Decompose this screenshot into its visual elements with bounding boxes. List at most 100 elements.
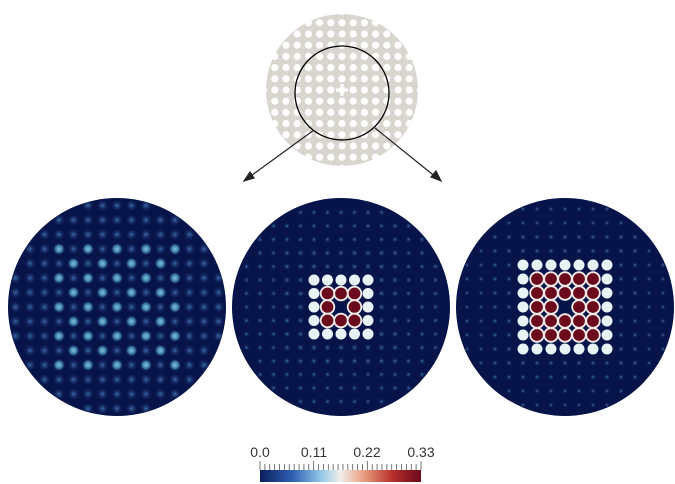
field-spot xyxy=(364,209,372,216)
field-spot xyxy=(418,357,426,365)
field-spot xyxy=(139,199,153,212)
geometry-hole xyxy=(327,142,335,150)
field-spot xyxy=(243,317,250,324)
field-spot xyxy=(464,290,470,296)
field-spot xyxy=(310,398,318,405)
geometry-hole xyxy=(405,86,413,94)
field-spot xyxy=(81,387,95,401)
geometry-hole xyxy=(372,120,380,128)
field-spot xyxy=(81,344,95,357)
field-spot xyxy=(110,402,124,415)
field-spot xyxy=(505,345,513,353)
field-spot xyxy=(283,249,291,257)
field-spot xyxy=(324,371,331,378)
field-spot xyxy=(324,222,331,230)
field-spot xyxy=(308,328,320,340)
geometry-hole xyxy=(304,97,312,105)
field-spot xyxy=(604,388,610,394)
geometry-hole xyxy=(304,75,312,83)
field-spot xyxy=(337,222,345,230)
field-spot xyxy=(547,359,555,367)
field-spot xyxy=(154,315,167,328)
hot-spot xyxy=(543,327,559,343)
field-spot xyxy=(631,289,639,297)
geometry-hole xyxy=(282,75,290,83)
field-spot xyxy=(364,236,372,243)
geometry-hole xyxy=(282,30,290,38)
geometry-hole xyxy=(383,30,391,38)
geometry-hole xyxy=(372,108,380,116)
field-spot xyxy=(212,329,225,343)
geometry-hole xyxy=(338,142,346,150)
field-spot xyxy=(270,263,277,270)
field-spot xyxy=(154,329,167,343)
field-spot xyxy=(601,301,613,313)
field-spot xyxy=(9,286,22,299)
geometry-hole xyxy=(327,19,335,27)
colorbar-minor-ticks xyxy=(259,461,422,470)
field-spot xyxy=(139,257,153,270)
field-spot xyxy=(491,303,499,311)
field-spot xyxy=(308,301,320,313)
field-spot xyxy=(478,346,484,352)
field-spot xyxy=(601,287,613,299)
field-spot xyxy=(139,387,153,401)
field-spot xyxy=(52,242,66,256)
field-spot xyxy=(197,257,211,270)
field-spot xyxy=(575,247,583,255)
field-spot xyxy=(81,373,95,386)
field-spot xyxy=(533,359,541,367)
geometry-hole xyxy=(349,64,357,72)
geometry-hole xyxy=(266,64,268,72)
field-spot xyxy=(324,236,331,243)
geometry-hole xyxy=(360,52,368,61)
field-spot xyxy=(110,213,124,227)
field-spot xyxy=(110,300,124,314)
field-spot xyxy=(81,199,95,212)
geometry-hole xyxy=(327,97,335,105)
geometry-hole xyxy=(271,86,279,94)
geometry-hole xyxy=(327,52,335,61)
field-spot xyxy=(154,358,167,372)
field-spot xyxy=(23,315,37,328)
field-spot xyxy=(81,300,95,314)
field-spot xyxy=(81,286,95,299)
geometry-hole xyxy=(349,19,357,27)
field-spot xyxy=(38,344,51,357)
field-spot xyxy=(405,371,412,378)
field-spot xyxy=(96,387,109,401)
field-spot xyxy=(506,220,512,226)
field-spot xyxy=(96,242,109,256)
hot-spot xyxy=(571,271,587,287)
field-spot xyxy=(296,343,305,352)
geometry-hole xyxy=(416,75,418,83)
field-spot xyxy=(391,316,399,325)
geometry-hole xyxy=(405,108,413,116)
field-spot xyxy=(604,220,610,226)
field-spot xyxy=(405,249,412,257)
geometry-hole xyxy=(338,164,346,166)
hot-spot xyxy=(543,313,559,329)
field-spot xyxy=(197,315,211,328)
hot-spot xyxy=(346,312,363,329)
field-spot xyxy=(322,274,333,286)
geometry-hole xyxy=(383,153,391,161)
field-spot xyxy=(377,343,386,352)
field-spot xyxy=(283,236,291,243)
geometry-hole xyxy=(338,75,346,83)
geometry-hole xyxy=(327,153,335,161)
colorbar-tick-1: 0.11 xyxy=(301,444,327,460)
field-spot xyxy=(110,387,124,401)
field-spot xyxy=(125,315,138,328)
field-spot xyxy=(283,222,291,230)
geometry-hole xyxy=(282,86,290,94)
field-spot xyxy=(183,329,196,343)
field-spot xyxy=(283,303,291,311)
field-spot xyxy=(590,402,596,408)
field-spot xyxy=(337,236,345,243)
field-spot xyxy=(183,257,196,270)
field-spot xyxy=(139,373,153,386)
field-spot xyxy=(351,222,358,230)
field-spot xyxy=(125,402,138,415)
field-spot xyxy=(270,330,277,338)
